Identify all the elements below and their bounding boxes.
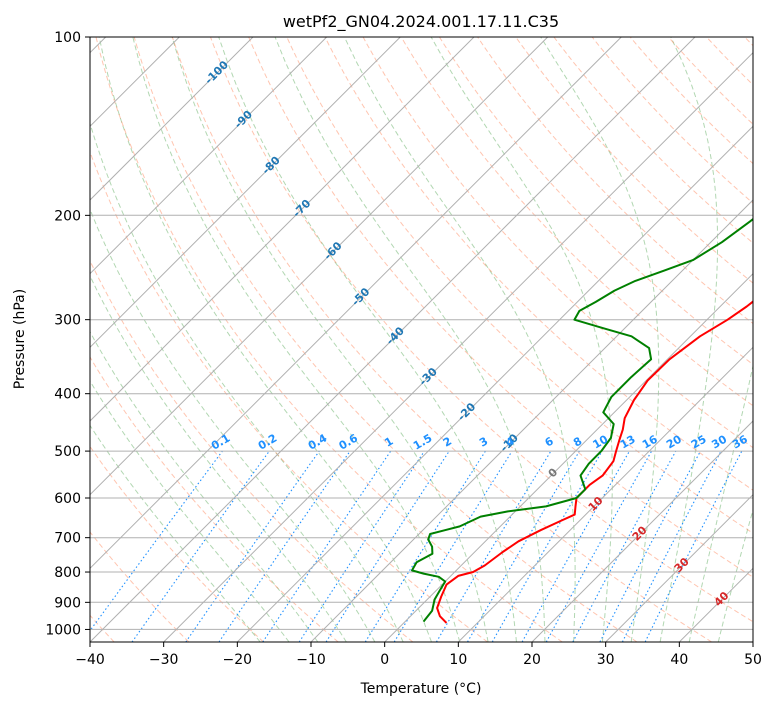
mixing-ratio-lines	[90, 450, 743, 642]
moist-adiabat	[90, 330, 319, 642]
chart-title: wetPf2_GN04.2024.001.17.11.C35	[283, 12, 559, 32]
x-tick-label: 20	[523, 652, 541, 668]
dry-adiabat	[477, 37, 753, 325]
isotherm	[236, 125, 753, 642]
x-axis-ticks: −40 −30 −20 −10 0 10 20 30 40 50	[75, 642, 762, 668]
dry-adiabat	[324, 37, 753, 491]
moist-adiabat	[90, 207, 376, 642]
isotherm	[163, 51, 753, 642]
mixing-ratio-line	[521, 450, 630, 642]
dry-adiabat	[438, 37, 753, 366]
isotherm	[90, 37, 254, 201]
moist-adiabat	[171, 37, 489, 642]
dry-adiabat	[90, 531, 190, 642]
moist-adiabat	[430, 37, 613, 642]
moist-adiabat	[274, 37, 546, 642]
dry-adiabat	[286, 37, 753, 534]
isotherm	[90, 37, 549, 496]
mixing-ratio-line	[90, 450, 223, 632]
dry-adiabat	[248, 37, 753, 578]
y-tick-label: 600	[54, 491, 81, 507]
mixing-ratio-line	[298, 450, 425, 642]
mixing-ratio-line	[644, 450, 743, 642]
moist-adiabat	[688, 363, 753, 642]
x-tick-label: 50	[744, 652, 762, 668]
mixing-ratio-line	[131, 450, 270, 642]
mixing-ratio-line	[218, 450, 351, 642]
sounding-series	[411, 217, 753, 624]
mixing-ratio-line	[572, 450, 677, 642]
y-axis-ticks: 100 200 300 400 500 600 700 800 900 1000	[45, 30, 90, 638]
mixing-ratio-line	[325, 450, 450, 642]
y-tick-label: 400	[54, 387, 81, 403]
isotherm	[531, 420, 753, 642]
y-tick-label: 200	[54, 208, 81, 224]
isotherm	[457, 346, 753, 642]
mixing-ratio-line	[262, 450, 392, 642]
moist-adiabat	[132, 37, 461, 642]
dry-adiabat	[553, 37, 753, 244]
moist-adiabat	[98, 37, 432, 642]
dry-adiabats	[90, 37, 753, 642]
x-tick-label: −30	[149, 652, 179, 668]
dry-adiabat	[95, 37, 563, 642]
y-tick-label: 700	[54, 531, 81, 547]
pressure-gridlines	[90, 37, 753, 630]
x-tick-label: 40	[670, 652, 688, 668]
plot-frame	[89, 36, 754, 643]
moist-adiabat	[218, 37, 517, 642]
y-tick-label: 900	[54, 595, 81, 611]
x-tick-label: 30	[597, 652, 615, 668]
temperature-profile	[436, 300, 753, 624]
y-tick-label: 1000	[45, 622, 81, 638]
mixing-ratio-line	[545, 450, 653, 642]
dry-adiabat	[171, 37, 712, 642]
dewpoint-profile	[411, 217, 753, 623]
moist-adiabat	[343, 37, 576, 642]
isotherm	[90, 37, 328, 275]
y-tick-label: 800	[54, 565, 81, 581]
x-tick-label: −40	[75, 652, 105, 668]
mixing-ratio-line	[185, 450, 320, 642]
dry-adiabat	[133, 37, 638, 642]
moist-adiabat	[90, 424, 261, 642]
x-tick-label: 10	[449, 652, 467, 668]
moist-adiabat	[717, 507, 753, 642]
dry-adiabat	[400, 37, 753, 407]
x-tick-label: −10	[296, 652, 326, 668]
y-axis-label: Pressure (hPa)	[12, 289, 28, 389]
moist-adiabat	[90, 274, 347, 642]
isotherm	[90, 37, 401, 349]
mixing-ratio-line	[393, 450, 513, 642]
dry-adiabat	[591, 37, 753, 204]
isotherm	[605, 493, 753, 642]
moist-adiabats	[90, 37, 753, 642]
isotherm	[310, 199, 753, 642]
dry-adiabat	[210, 37, 753, 623]
x-axis-label: Temperature (°C)	[360, 681, 482, 697]
dry-adiabat	[90, 259, 414, 642]
x-tick-label: 0	[380, 652, 389, 668]
dry-adiabat	[90, 150, 488, 642]
y-tick-label: 100	[54, 30, 81, 46]
isotherm	[90, 37, 696, 642]
y-tick-label: 500	[54, 444, 81, 460]
moist-adiabat	[90, 121, 404, 642]
plot-area	[90, 37, 753, 642]
dry-adiabat	[90, 356, 339, 642]
moist-adiabat	[540, 37, 660, 642]
isotherm	[384, 272, 753, 642]
y-tick-label: 300	[54, 313, 81, 329]
x-tick-label: −20	[223, 652, 253, 668]
moist-adiabat	[659, 37, 719, 642]
isotherm	[90, 37, 475, 422]
skewed-isotherms	[90, 37, 753, 642]
isotherm	[90, 37, 622, 570]
